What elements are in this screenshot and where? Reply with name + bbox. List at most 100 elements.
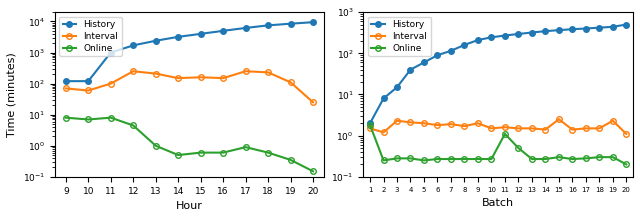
Interval xyxy=(62,87,70,90)
Interval xyxy=(264,71,272,74)
History xyxy=(488,36,495,39)
History xyxy=(461,44,468,46)
History xyxy=(623,23,630,26)
Interval xyxy=(461,125,468,128)
Line: History: History xyxy=(63,19,316,84)
History xyxy=(197,32,205,35)
Online xyxy=(220,151,227,154)
Online xyxy=(309,170,317,173)
Interval xyxy=(541,128,549,131)
Online xyxy=(434,158,442,160)
Online xyxy=(107,116,115,119)
Line: Interval: Interval xyxy=(63,68,316,105)
History xyxy=(474,39,482,41)
Interval xyxy=(393,119,401,122)
Line: Online: Online xyxy=(63,115,316,174)
Interval xyxy=(474,122,482,124)
History xyxy=(434,54,442,56)
Online xyxy=(366,124,374,126)
History xyxy=(380,97,387,100)
X-axis label: Hour: Hour xyxy=(176,201,203,211)
Interval xyxy=(528,127,536,130)
Online xyxy=(595,156,603,158)
Online xyxy=(528,158,536,160)
Line: History: History xyxy=(367,22,629,126)
Online xyxy=(474,158,482,160)
Online xyxy=(447,158,455,160)
Online xyxy=(197,151,205,154)
Interval xyxy=(434,124,442,126)
History xyxy=(152,39,159,42)
Online xyxy=(609,156,617,158)
History xyxy=(515,33,522,35)
Online xyxy=(623,163,630,166)
Interval xyxy=(406,121,414,124)
History xyxy=(174,36,182,38)
Online xyxy=(501,133,509,135)
Y-axis label: Time (minutes): Time (minutes) xyxy=(7,52,17,137)
Interval xyxy=(515,127,522,130)
History xyxy=(568,28,576,31)
Interval xyxy=(197,76,205,78)
Online xyxy=(582,157,589,160)
Interval xyxy=(501,126,509,129)
History xyxy=(555,29,563,31)
History xyxy=(129,44,137,47)
Interval xyxy=(582,127,589,130)
Interval xyxy=(380,131,387,134)
Online xyxy=(62,116,70,119)
History xyxy=(420,61,428,64)
Interval xyxy=(287,81,294,84)
Online xyxy=(287,158,294,161)
Online xyxy=(393,157,401,160)
Interval xyxy=(366,127,374,130)
Interval xyxy=(609,119,617,122)
Interval xyxy=(174,77,182,79)
Interval xyxy=(568,128,576,131)
X-axis label: Batch: Batch xyxy=(482,198,514,208)
History xyxy=(609,26,617,28)
Legend: History, Interval, Online: History, Interval, Online xyxy=(59,17,122,56)
Online xyxy=(568,158,576,160)
Online xyxy=(129,124,137,127)
Online xyxy=(152,144,159,147)
Interval xyxy=(447,123,455,125)
History xyxy=(447,49,455,52)
Interval xyxy=(488,127,495,130)
History xyxy=(264,24,272,27)
Interval xyxy=(84,89,92,92)
History xyxy=(595,26,603,29)
Online xyxy=(242,146,250,148)
Legend: History, Interval, Online: History, Interval, Online xyxy=(368,17,431,56)
Online xyxy=(420,159,428,162)
Interval xyxy=(555,118,563,121)
Online xyxy=(84,118,92,121)
Online xyxy=(380,159,387,162)
History xyxy=(406,68,414,71)
History xyxy=(393,86,401,89)
History xyxy=(84,80,92,82)
History xyxy=(107,51,115,54)
Interval xyxy=(220,77,227,79)
Line: Online: Online xyxy=(367,122,629,167)
Line: Interval: Interval xyxy=(367,116,629,137)
Online xyxy=(461,158,468,160)
Interval xyxy=(623,133,630,135)
Online xyxy=(264,151,272,154)
Interval xyxy=(309,101,317,104)
History xyxy=(309,21,317,24)
Online xyxy=(174,154,182,156)
Interval xyxy=(129,70,137,73)
Online xyxy=(406,157,414,160)
History xyxy=(242,27,250,29)
Online xyxy=(541,158,549,160)
Interval xyxy=(420,122,428,124)
Online xyxy=(515,147,522,149)
History xyxy=(528,31,536,34)
Interval xyxy=(242,70,250,73)
Online xyxy=(555,156,563,158)
Online xyxy=(488,158,495,160)
History xyxy=(62,80,70,82)
History xyxy=(582,27,589,30)
Interval xyxy=(152,72,159,75)
